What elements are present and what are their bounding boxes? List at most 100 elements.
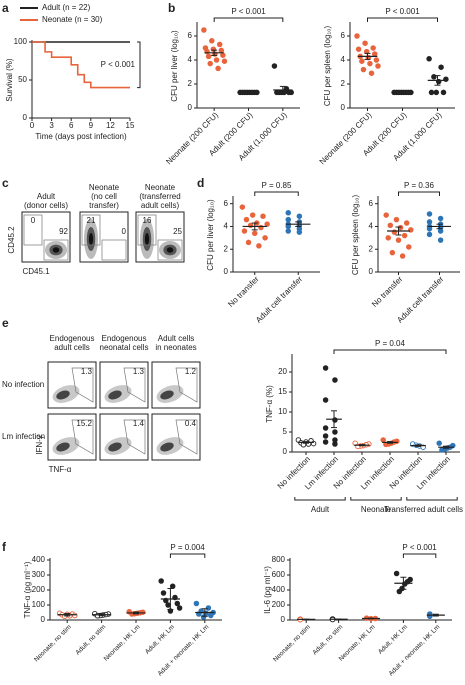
- data-point: [285, 216, 292, 223]
- group-label: Transferred adult cells: [384, 505, 463, 514]
- y-tick-label: 0: [224, 267, 229, 276]
- data-point: [285, 228, 292, 234]
- y-tick-label: 400: [32, 555, 46, 564]
- y-tick-label: 2: [224, 244, 229, 253]
- flow-column-title: Adult cells: [158, 334, 194, 343]
- x-tick-label: No transfer: [226, 274, 261, 309]
- data-point: [362, 40, 368, 46]
- data-point: [249, 212, 256, 218]
- y-tick-label: 2: [188, 79, 193, 88]
- significance-bracket: [398, 191, 440, 196]
- data-point: [332, 441, 338, 447]
- y-tick-label: 0: [281, 615, 286, 624]
- group-bracket: [406, 497, 458, 501]
- data-point: [426, 56, 432, 62]
- survival-line: [32, 41, 130, 89]
- data-point: [426, 225, 433, 232]
- density: [56, 390, 70, 400]
- x-tick-label: 0: [30, 121, 35, 130]
- data-point: [176, 605, 183, 611]
- y-tick-label: 200: [32, 585, 46, 594]
- data-point: [322, 439, 329, 445]
- x-tick-label: Neonate (200 CFU): [164, 110, 220, 166]
- gate-value: 0: [31, 216, 36, 225]
- x-tick-label: Neonate, HK Lm: [338, 624, 377, 663]
- x-tick-label: No transfer: [370, 274, 405, 309]
- data-point: [368, 70, 375, 76]
- data-point: [436, 440, 442, 446]
- flow-axis-label: IFN-γ: [35, 435, 44, 455]
- p-value: P = 0.004: [170, 543, 205, 552]
- data-point: [389, 249, 396, 256]
- group-label: Neonate: [361, 505, 392, 514]
- data-point: [438, 64, 444, 70]
- gate: [23, 214, 43, 246]
- y-axis-label: CFU per spleen (log₁₀): [323, 26, 332, 107]
- significance-bracket: [402, 553, 437, 558]
- data-point: [396, 588, 403, 595]
- data-point: [437, 228, 444, 234]
- panel-label: c: [2, 176, 9, 190]
- data-point: [387, 222, 394, 229]
- data-point: [216, 41, 223, 48]
- group-bracket: [294, 497, 346, 501]
- data-point: [205, 605, 212, 611]
- y-axis-label: TNF-α (%): [265, 385, 274, 423]
- y-axis-label: CFU per liver (log₁₀): [206, 199, 215, 271]
- density: [108, 390, 122, 400]
- data-point: [160, 590, 167, 596]
- flow-row-label: Lm infection: [2, 432, 45, 441]
- data-point: [215, 65, 221, 72]
- y-axis-label: Survival (%): [5, 58, 14, 101]
- y-tick-label: 4: [341, 55, 346, 64]
- data-point: [380, 437, 386, 443]
- data-point: [433, 89, 440, 96]
- x-tick-label: 12: [106, 121, 115, 130]
- gate-value: 1.4: [133, 419, 145, 428]
- y-axis-label: IL-6 (pg ml⁻¹): [263, 566, 272, 614]
- flow-axis-label: TNF-α: [49, 465, 72, 474]
- data-point: [437, 237, 444, 243]
- y-tick-label: 100: [14, 37, 28, 46]
- data-point: [426, 231, 433, 238]
- flow-title: (donor cells): [24, 201, 68, 210]
- data-point: [355, 46, 362, 52]
- y-tick-label: 50: [18, 75, 27, 84]
- p-value: P = 0.36: [404, 181, 434, 190]
- data-point: [174, 600, 181, 607]
- data-point: [440, 89, 447, 96]
- x-tick-label: Neonate, no stim: [272, 624, 312, 664]
- density: [160, 390, 174, 400]
- y-axis-label: TNF-α (pg ml⁻¹): [23, 561, 32, 618]
- flow-axis-label: CD45.2: [7, 226, 16, 254]
- y-axis-label: CFU per liver (log₁₀): [170, 30, 179, 102]
- density: [108, 442, 122, 452]
- gate: [71, 419, 94, 455]
- data-point: [437, 215, 444, 222]
- data-point: [395, 237, 402, 243]
- gate: [71, 367, 94, 403]
- y-tick-label: 800: [272, 555, 286, 564]
- x-tick-label: Adult, HK Lm: [377, 624, 409, 656]
- gate: [101, 239, 127, 261]
- significance-bracket: [333, 349, 447, 354]
- flow-title: Adult: [37, 192, 56, 201]
- gate: [175, 419, 198, 455]
- data-point: [239, 204, 246, 210]
- data-point: [260, 213, 266, 219]
- data-point: [370, 45, 376, 51]
- data-point: [322, 433, 329, 439]
- gate-value: 21: [87, 216, 96, 225]
- data-point: [322, 425, 329, 431]
- gate: [137, 214, 157, 246]
- data-point: [359, 58, 365, 64]
- data-point: [201, 27, 207, 33]
- y-tick-label: 0: [41, 615, 46, 624]
- data-point: [385, 235, 392, 241]
- data-point: [322, 397, 329, 403]
- y-tick-label: 6: [188, 31, 193, 40]
- x-tick-label: 3: [49, 121, 54, 130]
- p-value: P < 0.001: [101, 60, 136, 69]
- x-tick-label: Adult, HK Lm: [144, 624, 176, 656]
- data-point: [428, 89, 435, 96]
